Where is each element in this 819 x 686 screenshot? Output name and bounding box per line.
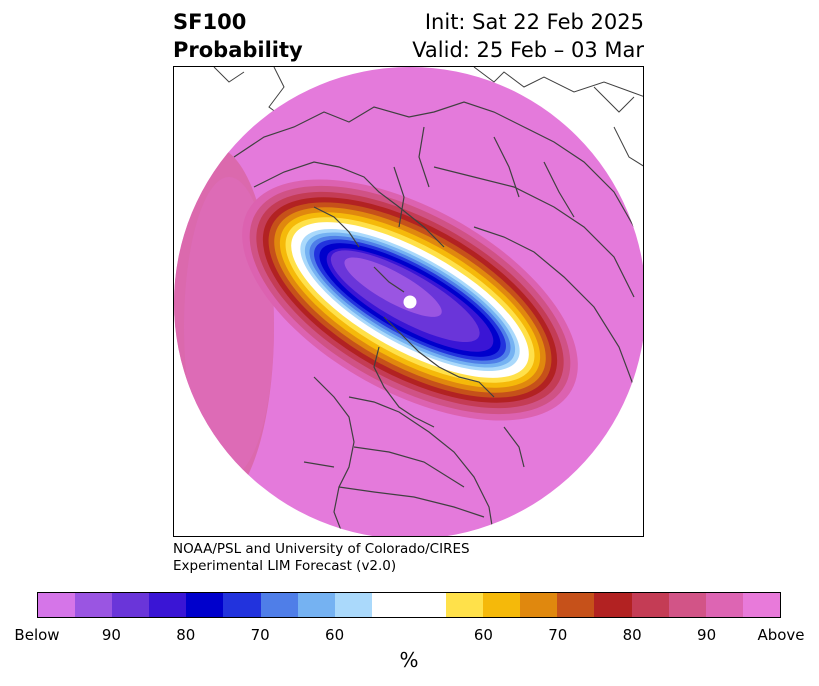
colorbar-segment [742,593,780,617]
colorbar-tick-label: 60 [325,626,345,644]
map-panel [173,66,644,537]
variable-name: SF100 [173,10,247,34]
colorbar-segment [483,593,521,617]
colorbar-tick-label: 70 [548,626,568,644]
colorbar-segment [631,593,669,617]
colorbar-segment [371,593,409,617]
colorbar-tick-label: 90 [101,626,121,644]
colorbar-tick-label: 90 [697,626,717,644]
colorbar-tick-label: Above [757,626,805,644]
variable-type: Probability [173,38,303,62]
colorbar-tick-label: 60 [473,626,493,644]
colorbar [37,592,781,618]
colorbar-segment [446,593,484,617]
north-pole-marker [403,295,417,309]
colorbar-tick-labels: Below 90 80 70 60 60 70 80 90 Above [0,626,819,648]
colorbar-segment [38,593,76,617]
colorbar-segment [668,593,706,617]
valid-range: Valid: 25 Feb – 03 Mar [412,38,644,62]
credit-line-2: Experimental LIM Forecast (v2.0) [173,558,397,574]
colorbar-tick-label: 80 [622,626,642,644]
colorbar-tick-label: 80 [176,626,196,644]
colorbar-segment [186,593,224,617]
colorbar-tick-label: Below [14,626,60,644]
colorbar-segment [408,593,447,617]
colorbar-segment [334,593,372,617]
colorbar-segment [557,593,595,617]
colorbar-segment [75,593,113,617]
colorbar-segment [223,593,261,617]
title-left: SF100 Probability [173,8,303,64]
init-date: Init: Sat 22 Feb 2025 [424,10,644,34]
colorbar-tick-label: 70 [250,626,270,644]
credit-line-1: NOAA/PSL and University of Colorado/CIRE… [173,541,470,557]
polar-map [174,67,643,536]
colorbar-segment [112,593,150,617]
colorbar-segment [705,593,743,617]
credit-text: NOAA/PSL and University of Colorado/CIRE… [173,541,470,575]
colorbar-segment [260,593,298,617]
colorbar-segment [149,593,187,617]
colorbar-segment [297,593,335,617]
colorbar-segment [594,593,632,617]
colorbar-segment [520,593,558,617]
title-right: Init: Sat 22 Feb 2025 Valid: 25 Feb – 03… [412,8,644,64]
colorbar-unit-label: % [399,648,419,672]
coastlines [233,101,635,536]
